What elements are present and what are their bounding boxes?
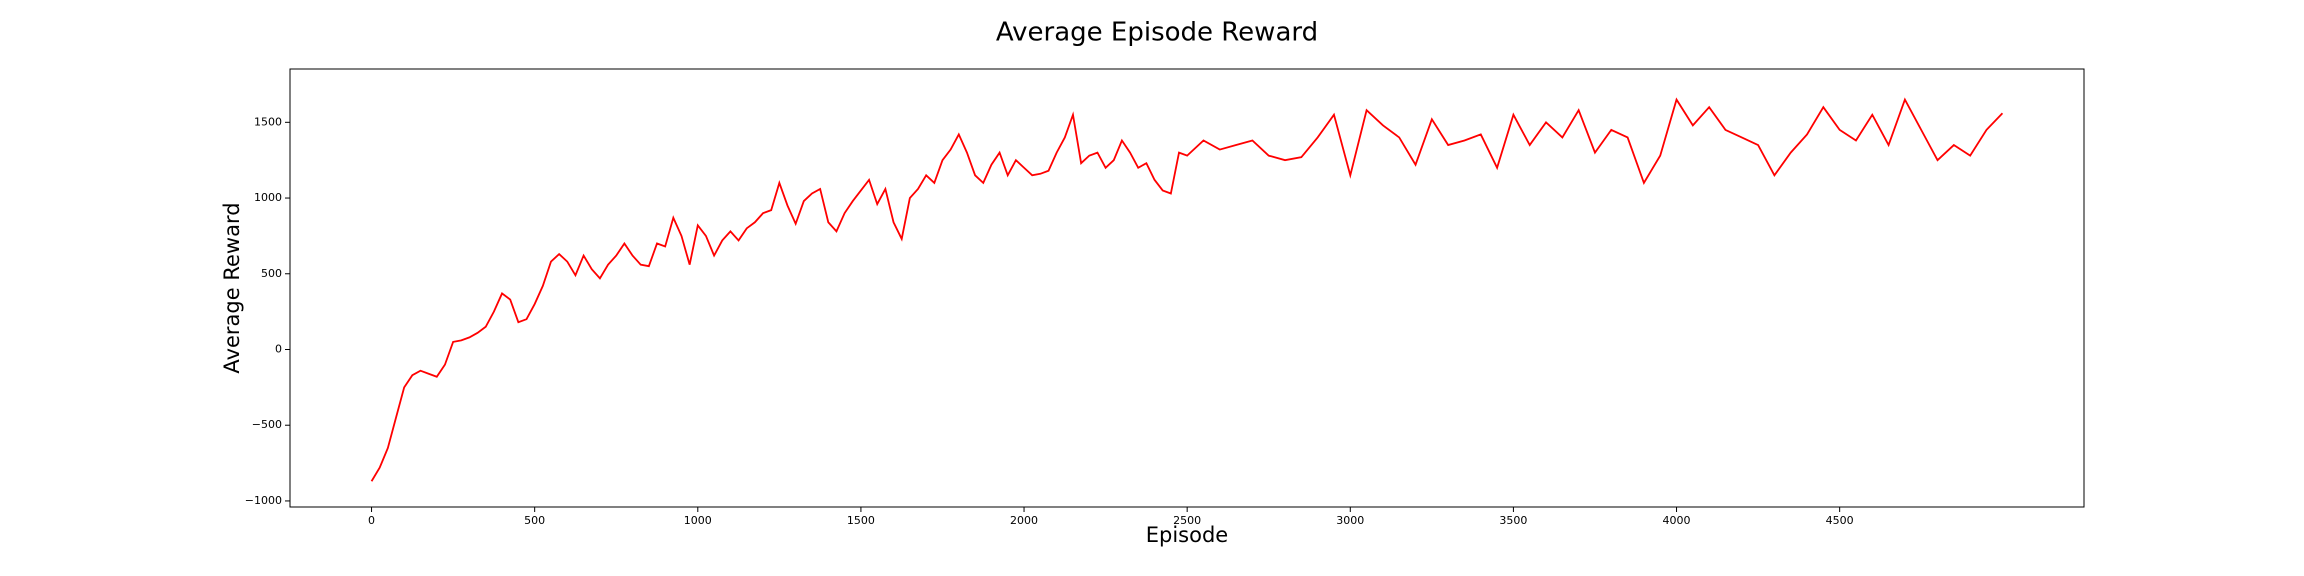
y-tick-label: 0 [275, 342, 282, 355]
x-tick-label: 0 [368, 514, 375, 527]
x-tick-label: 2500 [1173, 514, 1201, 527]
x-tick-label: 2000 [1010, 514, 1038, 527]
x-tick-label: 3500 [1499, 514, 1527, 527]
plot-frame [289, 68, 2085, 508]
x-tick-label: 4500 [1826, 514, 1854, 527]
y-tick-label: −500 [252, 418, 282, 431]
x-tick-label: 4000 [1663, 514, 1691, 527]
data-line [370, 97, 2004, 482]
y-axis-label: Average Reward [220, 202, 244, 373]
x-axis-label: Episode [1146, 523, 1228, 547]
x-tick-label: 1000 [684, 514, 712, 527]
y-tick-label: 500 [261, 267, 282, 280]
y-tick-label: 1000 [254, 191, 282, 204]
x-tick-label: 1500 [847, 514, 875, 527]
chart-title: Average Episode Reward [996, 18, 1318, 48]
y-tick-label: 1500 [254, 115, 282, 128]
y-tick-label: −1000 [245, 494, 282, 507]
x-tick-label: 3000 [1336, 514, 1364, 527]
x-tick-label: 500 [524, 514, 545, 527]
